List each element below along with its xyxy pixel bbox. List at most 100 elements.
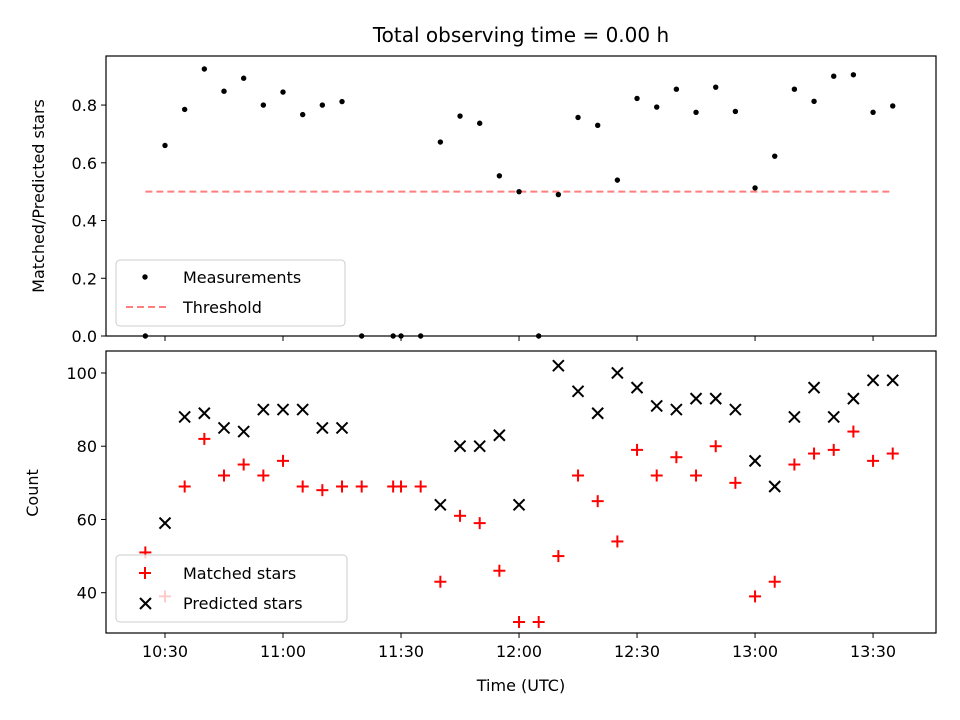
measurement-point	[693, 109, 699, 115]
measurement-point	[673, 86, 680, 92]
matched-star-point	[257, 469, 270, 482]
matched-star-point	[768, 575, 781, 588]
legend-predicted-marker	[139, 597, 152, 610]
top-legend: Measurements Threshold	[115, 259, 346, 327]
measurement-point	[457, 113, 463, 119]
top-plot-area	[142, 66, 896, 339]
top-y-tick-label: 0.0	[72, 327, 97, 346]
matched-star-point	[237, 458, 250, 471]
measurement-point	[181, 106, 188, 113]
matched-star-point	[493, 564, 506, 577]
measurement-point	[732, 108, 739, 115]
matched-star-point	[532, 616, 545, 629]
matched-star-point	[709, 440, 722, 453]
predicted-star-point	[709, 392, 722, 405]
matched-star-point	[572, 469, 585, 482]
predicted-star-point	[827, 410, 840, 424]
predicted-star-point	[650, 399, 663, 413]
measurement-point	[614, 177, 621, 183]
predicted-star-point	[453, 440, 467, 453]
matched-star-point	[591, 495, 604, 508]
legend-matched-label: Matched stars	[183, 564, 296, 583]
legend-measurements-label: Measurements	[183, 268, 301, 287]
measurement-point	[634, 95, 640, 102]
matched-star-point	[178, 480, 191, 493]
matched-star-point	[749, 590, 762, 603]
matched-star-point	[631, 443, 644, 456]
top-y-tick-label: 0.4	[72, 212, 97, 231]
matched-star-point	[886, 447, 899, 460]
legend-measurements-marker	[142, 274, 148, 280]
predicted-star-point	[807, 381, 821, 394]
legend-predicted-label: Predicted stars	[183, 594, 303, 613]
chart-title: Total observing time = 0.00 h	[372, 23, 669, 47]
predicted-star-point	[335, 421, 349, 435]
predicted-star-point	[748, 454, 762, 468]
bottom-y-tick-label: 60	[77, 510, 97, 529]
predicted-star-point	[493, 429, 506, 442]
predicted-star-point	[866, 374, 880, 387]
top-y-tick-label: 0.2	[72, 269, 97, 288]
measurement-point	[811, 98, 817, 105]
measurement-point	[713, 84, 719, 90]
bottom-y-axis-label: Count	[23, 469, 42, 517]
matched-star-point	[454, 509, 467, 522]
matched-star-point	[198, 432, 211, 445]
measurement-point	[772, 153, 778, 159]
bottom-y-tick-label: 80	[77, 437, 97, 456]
bottom-x-tick-label: 12:30	[614, 642, 660, 661]
matched-star-point	[670, 451, 683, 464]
predicted-star-point	[768, 480, 781, 493]
predicted-star-point	[729, 403, 742, 416]
bottom-axes-frame	[105, 350, 937, 634]
matched-star-point	[867, 454, 880, 467]
predicted-star-point	[670, 403, 683, 416]
top-legend-frame	[115, 259, 346, 327]
matched-star-point	[395, 480, 408, 493]
matched-star-point	[788, 458, 801, 471]
measurement-point	[221, 88, 227, 94]
predicted-star-point	[886, 374, 899, 387]
matched-star-point	[434, 575, 447, 588]
measurement-point	[162, 142, 168, 149]
matched-star-point	[277, 454, 290, 467]
predicted-star-point	[198, 407, 211, 420]
matched-star-point	[218, 469, 231, 482]
measurement-point	[201, 66, 208, 72]
matched-star-point	[729, 476, 742, 489]
predicted-star-point	[512, 498, 526, 512]
top-y-tick-label: 0.6	[72, 154, 97, 173]
predicted-star-point	[217, 421, 231, 435]
predicted-star-point	[689, 392, 703, 405]
matched-star-point	[808, 447, 821, 460]
measurement-point	[437, 139, 444, 145]
measurement-point	[555, 191, 562, 198]
matched-star-point	[414, 480, 427, 493]
top-axes: Total observing time = 0.00 h 0.0 0.2 0.4 0…	[29, 23, 937, 346]
measurement-point	[575, 114, 581, 121]
measurement-point	[299, 111, 306, 118]
measurement-point	[516, 188, 522, 195]
bottom-legend: Matched stars Predicted stars	[115, 554, 348, 623]
measurement-point	[260, 102, 267, 108]
measurement-point	[240, 75, 247, 81]
matched-star-point	[316, 484, 329, 497]
bottom-y-ticks: 40 60 80 100	[66, 364, 106, 603]
matched-star-point	[650, 469, 663, 482]
measurement-point	[870, 109, 876, 115]
bottom-y-tick-label: 40	[77, 584, 97, 603]
matched-star-point	[296, 480, 309, 493]
predicted-star-point	[591, 407, 604, 420]
measurement-point	[339, 98, 345, 105]
matched-star-point	[827, 443, 840, 456]
top-y-tick-label: 0.8	[72, 96, 97, 115]
legend-matched-marker	[139, 567, 151, 579]
bottom-axes: 40 60 80 100 10:30 11:00 11:30 12:00 12:30 13:00…	[23, 350, 937, 695]
predicted-star-point	[276, 403, 290, 416]
predicted-star-point	[473, 440, 486, 453]
top-x-ticks	[164, 336, 874, 341]
bottom-y-tick-label: 100	[66, 364, 97, 383]
bottom-plot-area	[139, 359, 899, 629]
